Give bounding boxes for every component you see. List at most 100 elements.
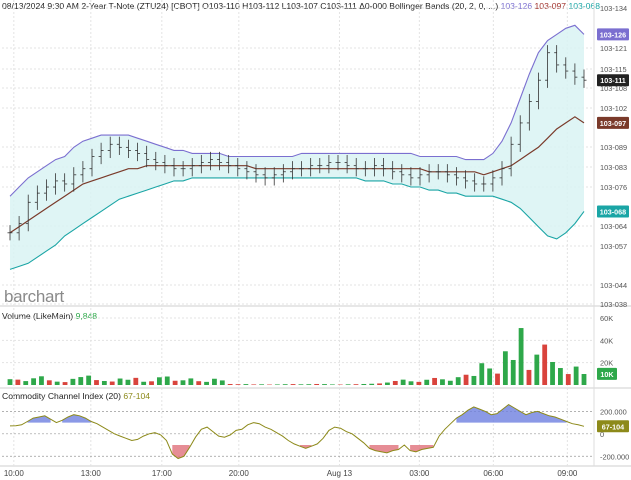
volume-bar (329, 384, 335, 385)
volume-bar (385, 382, 390, 385)
price-bar (226, 154, 232, 174)
price-y-tick-label: 103-044 (600, 281, 627, 290)
cci-overbought-fill (27, 415, 51, 423)
price-bar (563, 57, 569, 79)
middle-band-line (9, 116, 585, 234)
price-bar (326, 154, 332, 174)
volume-bar (180, 380, 186, 385)
volume-bar (353, 384, 359, 385)
price-tag-bg (597, 205, 629, 218)
price-bar (198, 154, 204, 174)
price-tag-bg (597, 116, 629, 129)
volume-bar (573, 366, 579, 385)
price-bar (390, 161, 396, 180)
cci-oversold-fill (369, 445, 399, 453)
price-tag-label: 103-111 (600, 76, 626, 85)
price-y-tick-label: 103-102 (600, 104, 627, 113)
price-bar (25, 194, 31, 232)
volume-bar (133, 377, 139, 385)
price-y-tick-label: 103-115 (600, 65, 627, 74)
price-bar (16, 216, 22, 241)
cci-oversold-fill (299, 445, 312, 449)
volume-y-tick-label: 10K (600, 370, 614, 379)
volume-bar (487, 368, 493, 385)
price-bar (444, 164, 450, 183)
price-bar (80, 161, 86, 183)
price-bar (381, 158, 387, 177)
volume-bar (314, 383, 320, 385)
volume-bar (212, 378, 217, 385)
volume-bar (125, 379, 131, 385)
volume-bar (15, 379, 21, 385)
volume-bar (581, 374, 587, 385)
volume-bar (290, 384, 296, 385)
price-bar (545, 45, 551, 88)
volume-bar (164, 376, 170, 385)
price-y-tick-label: 103-108 (600, 84, 627, 93)
volume-bar (188, 378, 194, 385)
price-y-tick-label: 103-134 (600, 4, 627, 13)
cci-line (9, 403, 585, 460)
price-bar (572, 63, 578, 85)
price-bar (517, 115, 523, 152)
volume-bar (243, 384, 249, 385)
volume-bar (149, 381, 154, 385)
volume-bar (479, 363, 485, 385)
volume-bar (298, 384, 304, 385)
cci-panel-label: Commodity Channel Index (20) 67-104 (2, 391, 150, 401)
volume-bar (31, 378, 36, 385)
price-bar (116, 136, 122, 155)
chart-header: 08/13/2024 9:30 AM 2-Year T-Note (ZTU24)… (2, 1, 600, 11)
price-bar (207, 151, 213, 171)
price-bar (271, 167, 277, 186)
price-bar (317, 158, 323, 174)
price-bar (7, 225, 13, 241)
volume-bar (70, 378, 76, 385)
price-bar (417, 167, 423, 186)
volume-bar (518, 328, 524, 385)
x-tick-label: 03:00 (409, 469, 430, 478)
price-bar (262, 167, 268, 186)
price-bar (362, 161, 368, 177)
volume-bar (392, 380, 398, 385)
price-tag-bg (597, 28, 629, 41)
price-y-tick-label: 103-076 (600, 183, 627, 192)
volume-bar (172, 380, 178, 385)
x-tick-label: 17:00 (152, 469, 173, 478)
volume-y-tick-label: 20K (600, 359, 613, 368)
price-y-tick-label: 103-089 (600, 143, 627, 152)
price-bar (526, 93, 532, 131)
lower-band-line (9, 177, 585, 270)
cci-value: 67-104 (123, 391, 151, 401)
volume-bar (251, 384, 257, 385)
price-bar (125, 139, 131, 159)
volume-bar (369, 383, 375, 385)
volume-bar (46, 380, 52, 385)
volume-bar (219, 380, 225, 385)
cci-oversold-fill (172, 445, 190, 459)
upper-band-value: 103-126 (500, 1, 533, 11)
price-bar (481, 176, 487, 192)
cci-tag-label: 67-104 (602, 422, 624, 431)
price-tag-label: 103-126 (600, 30, 626, 39)
price-bar (171, 158, 177, 177)
price-bar (217, 151, 223, 171)
volume-bar (526, 369, 532, 385)
price-bar (280, 164, 286, 183)
price-bar (62, 173, 68, 192)
cci-label-text: Commodity Channel Index (20) (2, 391, 121, 401)
cci-y-tick-label: 200.000 (600, 407, 627, 416)
volume-panel-label: Volume (LikeMain) 9,848 (2, 311, 97, 321)
volume-bar (432, 377, 438, 385)
price-bar (153, 151, 159, 171)
volume-bar (117, 378, 123, 385)
price-bar (499, 161, 505, 186)
volume-bar (62, 382, 68, 385)
price-bar (299, 161, 305, 177)
price-y-tick-label: 103-121 (600, 44, 627, 53)
volume-bar (39, 376, 44, 385)
price-bar (453, 167, 459, 186)
price-bar (426, 164, 432, 183)
volume-bar (204, 381, 209, 385)
